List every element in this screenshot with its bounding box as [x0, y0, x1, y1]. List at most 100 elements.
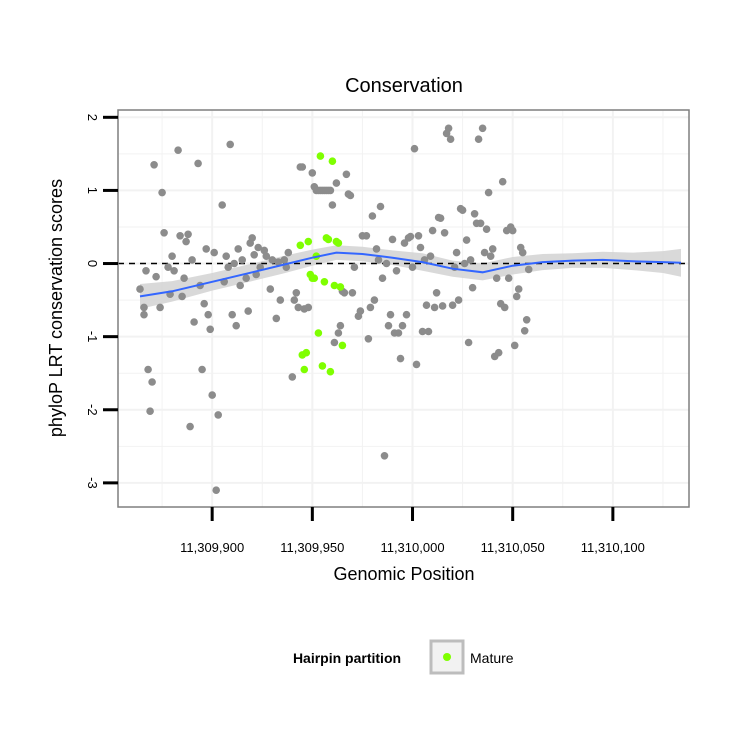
data-point [486, 252, 495, 260]
data-point [142, 267, 150, 275]
x-tick-label: 11,310,050 [481, 540, 545, 555]
data-point [234, 245, 242, 253]
mature-data-point [326, 367, 335, 376]
data-point [470, 210, 479, 218]
data-point [174, 146, 182, 154]
y-tick-label: 0 [85, 260, 100, 267]
data-point [458, 206, 467, 214]
data-point [366, 303, 375, 312]
data-point [158, 188, 166, 197]
data-point [406, 232, 415, 241]
data-point [336, 321, 345, 330]
data-point [288, 373, 297, 381]
data-point [498, 177, 507, 186]
mature-data-point [314, 329, 323, 337]
mature-data-point [324, 235, 333, 244]
y-tick-label: 2 [85, 114, 100, 121]
data-point [212, 486, 220, 495]
data-point [512, 292, 521, 301]
mature-data-point [300, 365, 309, 374]
y-tick-label: -3 [85, 477, 100, 489]
data-point [408, 263, 417, 272]
y-tick-label: -1 [85, 331, 100, 343]
x-tick-label: 11,309,900 [180, 540, 244, 555]
data-point [140, 303, 148, 312]
panel-background [118, 110, 689, 507]
data-point [432, 289, 441, 297]
data-point [328, 201, 337, 209]
data-point [454, 296, 463, 304]
data-point [332, 179, 341, 187]
data-point [514, 285, 523, 293]
data-point [424, 327, 433, 336]
data-point [268, 256, 277, 264]
smooth-line [139, 251, 682, 298]
mature-data-point [304, 237, 313, 246]
data-point [474, 135, 483, 143]
data-point [508, 226, 517, 235]
data-point [232, 321, 240, 330]
data-point [250, 251, 258, 259]
data-point [188, 256, 196, 264]
data-point [500, 303, 509, 312]
x-tick-label: 11,309,950 [280, 540, 344, 555]
data-point [284, 248, 293, 257]
data-point [518, 248, 527, 257]
y-axis-title: phyloP LRT conservation scores [46, 179, 66, 437]
data-point [334, 329, 343, 337]
data-point [370, 296, 379, 304]
data-point [398, 321, 407, 330]
data-point [416, 243, 425, 252]
data-point [364, 335, 373, 343]
data-point [350, 263, 359, 272]
data-point [520, 327, 529, 335]
data-point [494, 348, 503, 357]
data-point [326, 186, 335, 195]
data-point [362, 232, 371, 240]
y-tick-label: -2 [85, 404, 100, 416]
mature-data-point [330, 281, 339, 290]
data-point [422, 301, 431, 310]
data-point [160, 229, 168, 237]
data-point [384, 321, 393, 330]
data-point [510, 341, 519, 350]
data-point [298, 163, 307, 171]
data-point [524, 265, 533, 274]
data-point [184, 230, 192, 239]
data-point [382, 259, 391, 268]
mature-data-point [320, 278, 329, 286]
legend: Hairpin partition Mature [293, 639, 514, 675]
x-tick-label: 11,310,100 [581, 540, 645, 555]
x-axis: 11,309,900 11,309,950 11,310,000 11,310,050… [180, 507, 645, 555]
data-point [170, 267, 178, 275]
data-point [436, 214, 445, 222]
data-point [164, 263, 172, 272]
data-point [224, 263, 232, 272]
data-point [136, 285, 144, 293]
data-point [446, 135, 455, 143]
data-point [464, 338, 473, 347]
data-point [368, 212, 377, 220]
data-point [452, 248, 461, 257]
data-point [440, 229, 449, 237]
panel-border [117, 109, 690, 508]
points [136, 124, 533, 495]
data-point [430, 303, 439, 312]
data-point [150, 161, 158, 169]
data-point [478, 124, 487, 133]
mature-data-point [296, 241, 305, 250]
data-point [400, 239, 409, 247]
y-axis: 2 1 0 -1 -2 -3 [85, 114, 118, 489]
smooth-curve [139, 251, 682, 298]
data-point [156, 303, 164, 312]
data-point [254, 243, 262, 252]
data-point [340, 289, 349, 297]
data-point [190, 318, 198, 326]
data-point [346, 191, 355, 200]
data-point [266, 285, 275, 293]
mature-data-point [338, 341, 347, 350]
mature-data-point [316, 152, 325, 160]
x-tick-label: 11,310,000 [380, 540, 444, 555]
data-point [488, 245, 497, 253]
